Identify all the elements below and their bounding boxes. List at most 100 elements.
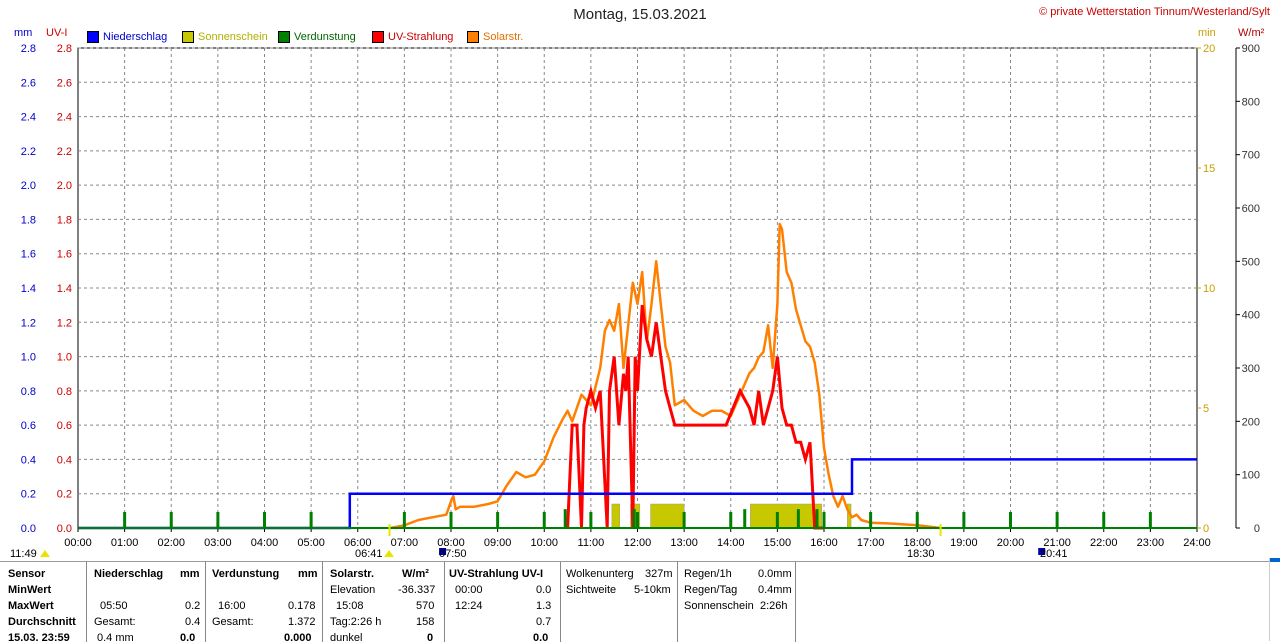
evaporation-spike: [263, 512, 266, 528]
y-tick-label-mm: 0.8: [21, 386, 36, 398]
row-label-min: MinWert: [8, 584, 52, 596]
y-tick-label-uvi: 2.8: [57, 43, 72, 55]
niederschlag-total-value: 0.4: [185, 616, 201, 628]
sunshine-value: 2:26h: [760, 600, 788, 612]
evaporation-spike: [815, 509, 819, 528]
uv-min-time: 00:00: [455, 584, 483, 596]
col-divider: [677, 562, 678, 642]
y-tick-label-mm: 2.8: [21, 43, 36, 55]
rain-day-value: 0.4mm: [758, 584, 792, 596]
dusk-icon: [1038, 548, 1046, 555]
y-tick-label-uvi: 2.2: [57, 146, 72, 158]
y-tick-label-mm: 1.4: [21, 283, 36, 295]
evaporation-spike: [216, 512, 220, 528]
solar-max-time: 15:08: [336, 600, 364, 612]
evaporation-spike: [1148, 512, 1152, 528]
visibility-value: 5-10km: [634, 584, 671, 596]
rain-1h-value: 0.0mm: [758, 568, 792, 580]
niederschlag-now-bold: 0.0: [180, 632, 196, 644]
y-tick-label-mm: 1.6: [21, 249, 36, 261]
weather-chart: 00:00 01:00 02:00 03:00 04:00 05:00 06:00 07:00…: [21, 43, 1260, 555]
marker-dawn: 07:50: [439, 548, 467, 560]
x-tick-label: 03:00: [204, 537, 232, 549]
legend-item-sonnenschein: Sonnenschein: [182, 31, 268, 43]
copyright-notice: © private Wetterstation Tinnum/Westerlan…: [1039, 6, 1270, 18]
y-tick-label-min: 15: [1203, 163, 1215, 175]
y-tick-label-wm2: 600: [1242, 203, 1260, 215]
solar-max-value: 570: [416, 600, 435, 612]
y-tick-label-wm2: 0: [1254, 523, 1260, 535]
x-tick-label: 21:00: [1043, 537, 1071, 549]
niederschlag-max-time: 05:50: [100, 600, 128, 612]
evaporation-spike: [682, 512, 686, 528]
evaporation-spike: [169, 512, 173, 528]
legend-item-solar: Solarstr.: [467, 31, 523, 43]
x-tick-label: 22:00: [1090, 537, 1118, 549]
niederschlag-max-value: 0.2: [185, 600, 201, 612]
y-tick-label-wm2: 800: [1242, 96, 1260, 108]
legend-label: Solarstr.: [483, 31, 524, 43]
solar-day-label: Tag:2:26 h: [330, 616, 382, 628]
x-tick-label: 01:00: [111, 537, 139, 549]
data-table: Sensor MinWert MaxWert Durchschnitt 15.0…: [0, 561, 1280, 644]
unit-niederschlag: mm: [180, 568, 200, 580]
evaporation-spike: [636, 512, 639, 528]
row-label-sensor: Sensor: [8, 568, 46, 580]
y-tick-label-mm: 0.6: [21, 420, 36, 432]
scrollbar[interactable]: [1269, 558, 1280, 641]
evaporation-spike: [589, 512, 593, 528]
cloud-base-label: Wolkenunterg: [566, 568, 634, 580]
evaporation-spike: [822, 512, 826, 528]
rain-1h-label: Regen/1h: [684, 568, 732, 580]
solar-dark-value: 0: [427, 632, 434, 644]
legend-swatch: [372, 31, 384, 43]
x-tick-label: 11:00: [578, 537, 605, 549]
dawn-icon: [439, 548, 447, 555]
marker-sunset: 18:30: [907, 548, 935, 560]
verdunstung-max-time: 16:00: [218, 600, 246, 612]
evaporation-spike: [563, 509, 567, 528]
uv-max-value: 1.3: [536, 600, 552, 612]
unit-wm2: W/m²: [1238, 27, 1265, 39]
series-line-solar: [390, 222, 941, 530]
y-tick-label-mm: 1.0: [21, 352, 36, 364]
legend-item-verdunstung: Verdunstung: [278, 31, 356, 43]
x-tick-label: 13:00: [670, 537, 698, 549]
header-solar: Solarstr.: [330, 568, 375, 580]
sunshine-bar: [650, 503, 685, 529]
y-tick-label-wm2: 700: [1242, 150, 1260, 162]
y-tick-label-mm: 2.2: [21, 146, 36, 158]
y-tick-label-uvi: 1.8: [57, 214, 72, 226]
y-tick-label-min: 20: [1203, 43, 1215, 55]
sun-icon: [40, 550, 50, 557]
col-divider: [205, 562, 206, 642]
unit-mm: mm: [14, 27, 33, 39]
verdunstung-now-bold: 0.000: [284, 632, 312, 644]
evaporation-spike: [496, 512, 500, 528]
evaporation-spike: [729, 512, 733, 528]
x-tick-label: 19:00: [950, 537, 978, 549]
y-tick-label-mm: 1.8: [21, 214, 36, 226]
y-tick-label-min: 0: [1203, 523, 1209, 535]
uv-avg-value: 0.7: [536, 616, 552, 628]
legend-swatch: [278, 31, 290, 43]
x-tick-label: 15:00: [764, 537, 792, 549]
legend-label: UV-Strahlung: [388, 31, 454, 43]
x-tick-label: 20:00: [997, 537, 1025, 549]
marker-left-time: 11:49: [10, 548, 37, 560]
marker-dusk: 20:41: [1040, 548, 1068, 560]
legend-label: Niederschlag: [103, 31, 168, 43]
solar-dark-label: dunkel: [330, 632, 363, 644]
unit-solar: W/m²: [402, 568, 429, 580]
unit-min: min: [1198, 27, 1216, 39]
evaporation-spike: [869, 512, 873, 528]
verdunstung-total-value: 1.372: [288, 616, 316, 628]
col-divider: [795, 562, 796, 642]
y-tick-label-mm: 2.6: [21, 77, 36, 89]
sunshine-bar: [750, 503, 822, 529]
y-tick-label-wm2: 400: [1242, 310, 1260, 322]
y-tick-label-wm2: 200: [1242, 416, 1260, 428]
marker-sunrise: 06:41: [355, 548, 383, 560]
scrollbar-thumb[interactable]: [1270, 558, 1280, 562]
unit-uvi: UV-I: [46, 27, 68, 39]
